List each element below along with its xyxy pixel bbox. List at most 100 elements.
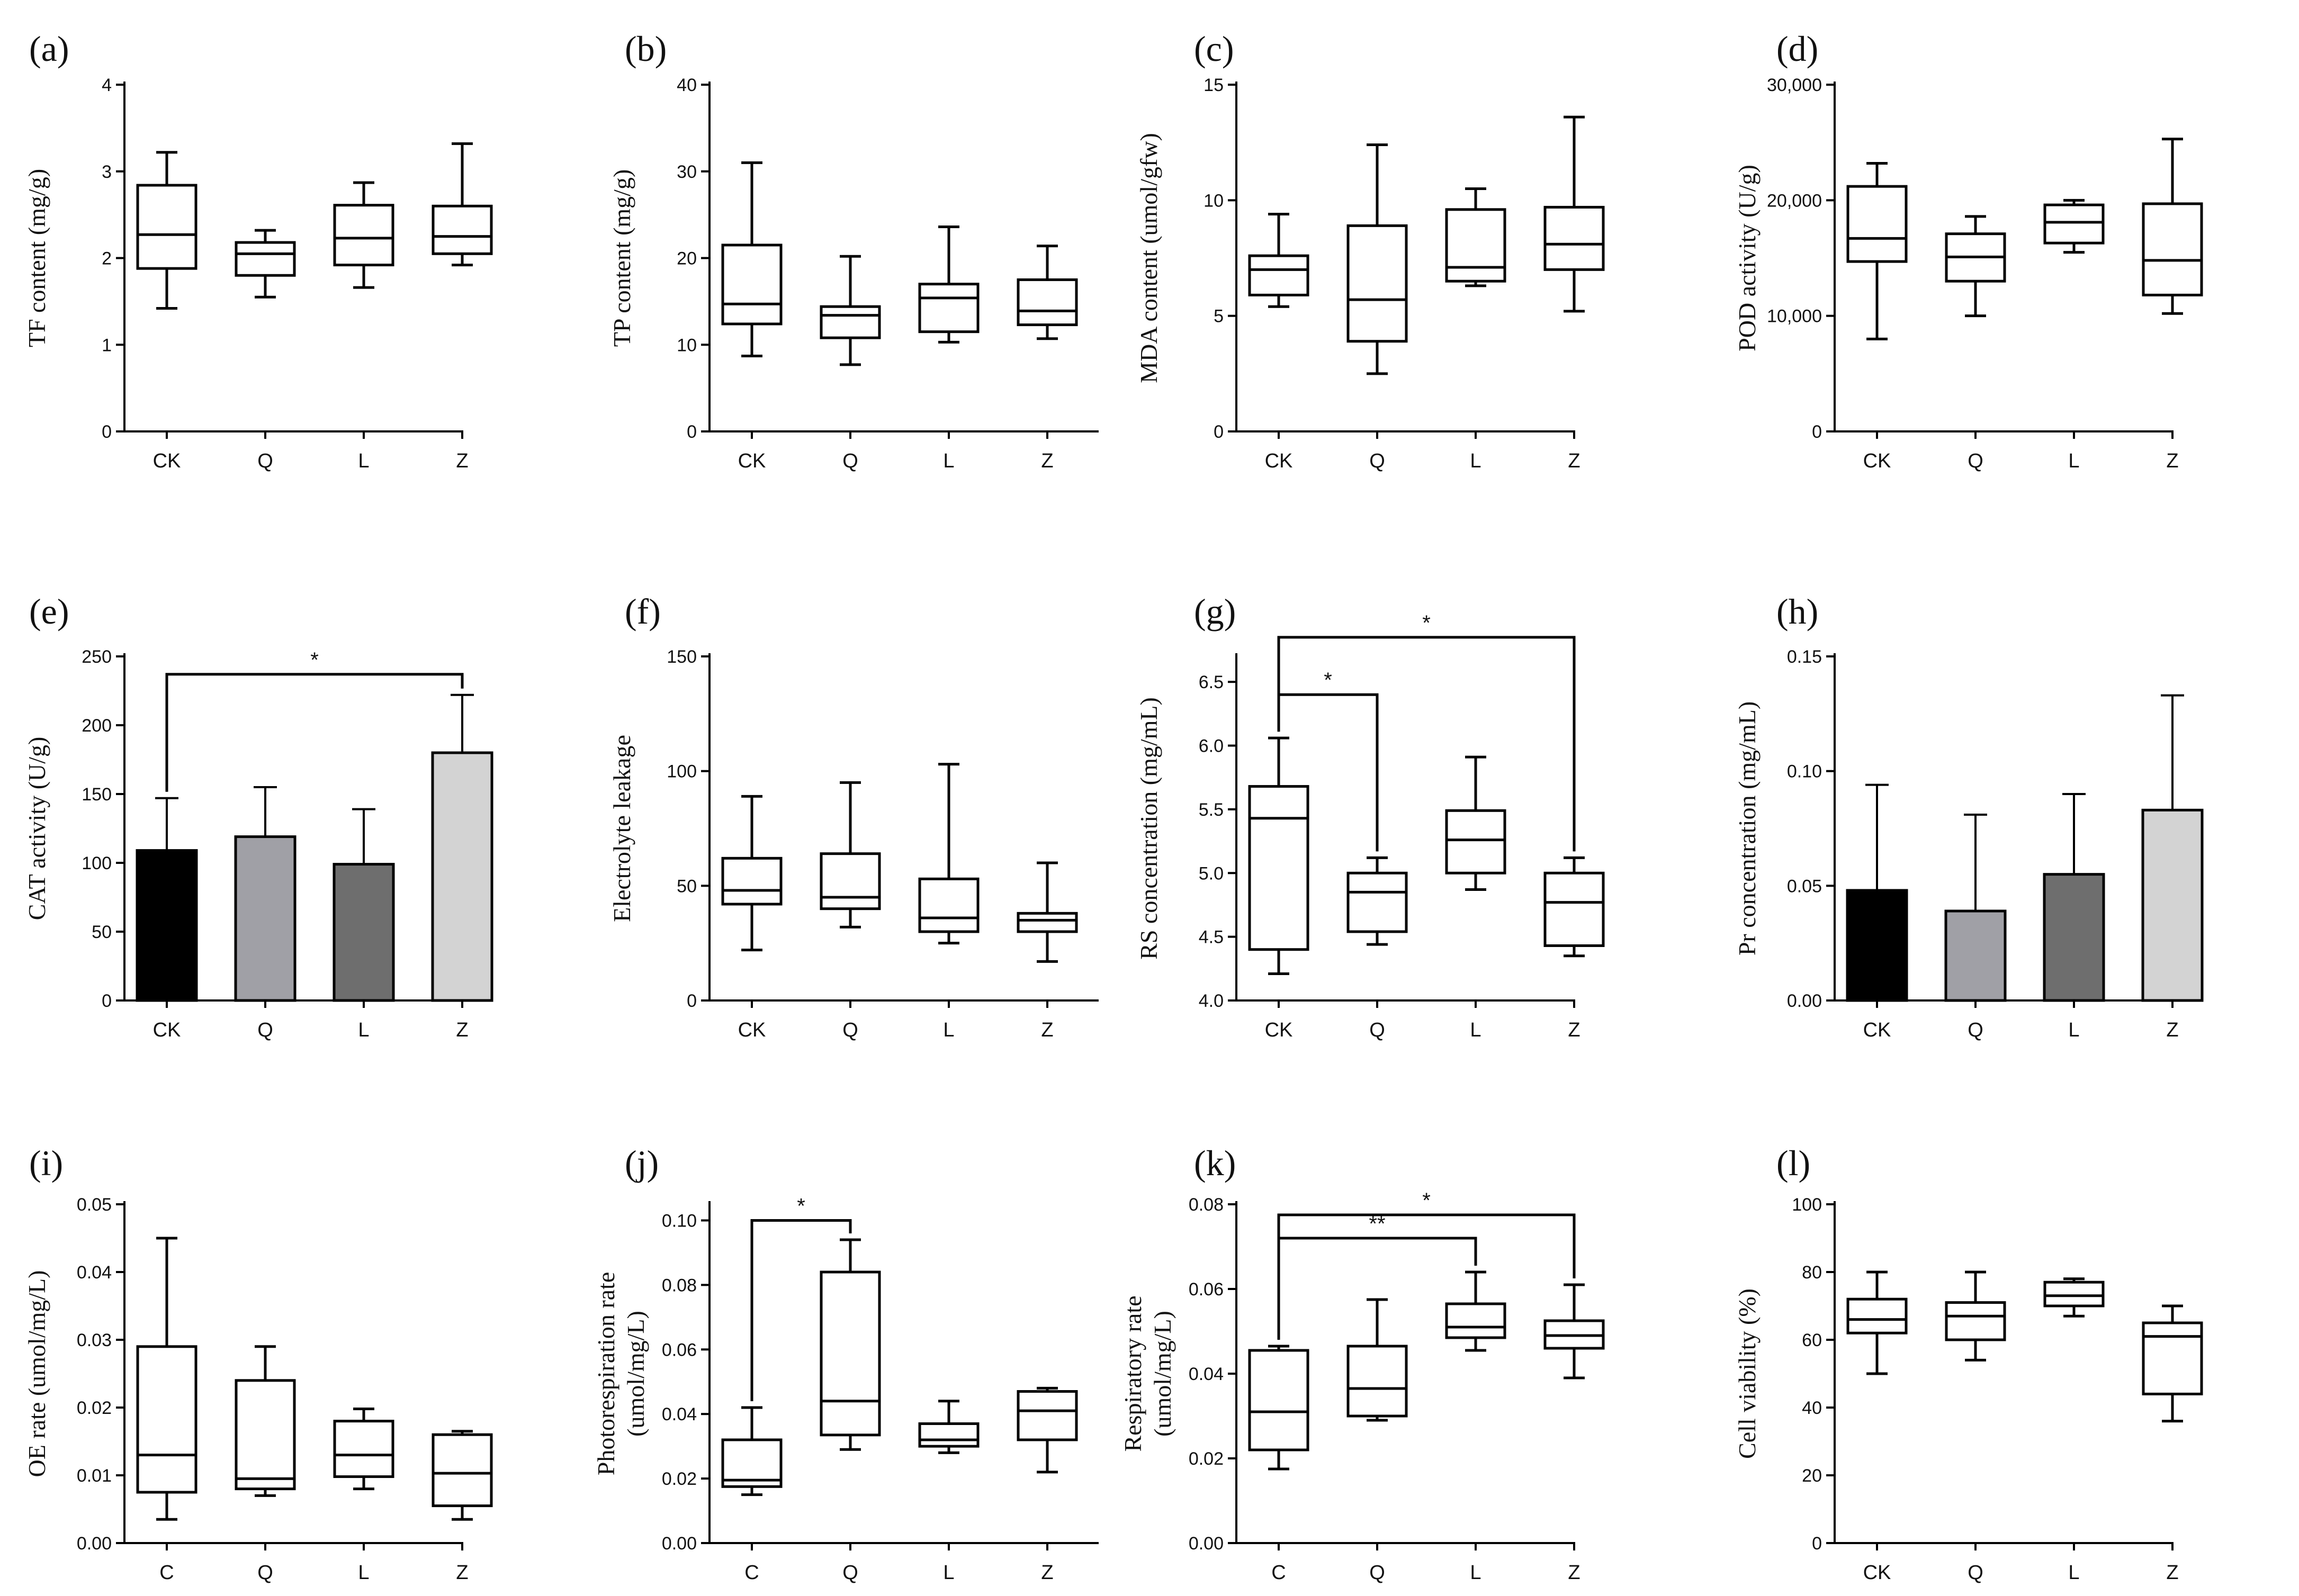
- box-iqr: [2142, 202, 2203, 296]
- bar-CK: [1846, 889, 1908, 1002]
- box-iqr: [1248, 254, 1309, 296]
- y-tick-label: 20: [677, 249, 697, 269]
- box-iqr: [235, 1379, 296, 1491]
- panel-label: (c): [1194, 29, 1234, 69]
- x-tick-label: CK: [738, 1019, 766, 1041]
- x-tick-label: Z: [1041, 1562, 1053, 1584]
- box-iqr: [333, 204, 394, 267]
- y-tick-label: 200: [82, 716, 112, 736]
- panel-label: (k): [1194, 1143, 1236, 1183]
- panel-a: (a) TF content (mg/g) 0 1 2 3 4 CK Q L Z: [23, 29, 493, 472]
- y-tick-label: 0: [102, 991, 112, 1011]
- y-tick-label: 150: [667, 647, 697, 667]
- x-tick-label: Q: [1369, 1562, 1385, 1584]
- box-L: [918, 226, 980, 344]
- box-CK: [1846, 1270, 1908, 1375]
- x-tick-label: C: [744, 1562, 759, 1584]
- y-tick-label: 3: [102, 162, 112, 182]
- box-iqr: [2043, 203, 2105, 245]
- significance-marker: *: [1324, 669, 1332, 692]
- box-iqr: [1445, 1302, 1506, 1339]
- x-tick-label: Z: [2166, 450, 2178, 472]
- box-CK: [136, 151, 197, 310]
- y-tick-label: 0.03: [77, 1330, 112, 1350]
- box-iqr: [1543, 205, 1605, 271]
- y-tick-label: 60: [1802, 1330, 1822, 1350]
- box-iqr: [721, 856, 783, 906]
- box-L: [918, 1400, 980, 1454]
- panel-label: (e): [29, 591, 69, 632]
- x-tick-label: L: [943, 1562, 954, 1584]
- box-iqr: [1543, 871, 1605, 947]
- panel-label: (h): [1776, 591, 1818, 632]
- box-Z: [1017, 861, 1078, 963]
- y-tick-label: 0.00: [77, 1534, 112, 1554]
- box-L: [333, 1408, 394, 1491]
- x-tick-label: CK: [1863, 1019, 1891, 1041]
- panel-l: (l) Cell viability (%) 0 20 40 60 80 100 CK Q L Z: [1734, 1143, 2203, 1584]
- y-axis-label-line: Pr concentration (mg/mL): [1734, 701, 1761, 955]
- box-iqr: [1248, 1349, 1309, 1451]
- box-Z: [1543, 1283, 1605, 1379]
- box-Q: [820, 1238, 881, 1451]
- box-L: [2043, 1277, 2105, 1318]
- box-iqr: [1017, 278, 1078, 327]
- y-axis-label: TP content (mg/g): [608, 169, 635, 347]
- box-Z: [2142, 1304, 2203, 1423]
- y-tick-label: 4.5: [1199, 927, 1224, 948]
- y-tick-label: 6.0: [1199, 736, 1224, 756]
- y-axis-label: Respiratory rate (umol/mg/L): [1119, 1295, 1176, 1451]
- y-tick-label: 0.05: [77, 1195, 112, 1215]
- y-axis-label: POD activity (U/g): [1734, 165, 1761, 351]
- y-tick-label: 40: [1802, 1398, 1822, 1418]
- y-tick-label: 50: [92, 922, 112, 942]
- y-tick-label: 80: [1802, 1263, 1822, 1283]
- box-iqr: [1846, 185, 1908, 263]
- panel-label: (l): [1776, 1143, 1810, 1183]
- box-iqr: [136, 1345, 197, 1494]
- y-axis-label-line: (umol/mg/L): [1149, 1311, 1176, 1437]
- x-tick-label: Q: [1369, 450, 1385, 472]
- box-L: [1445, 755, 1506, 891]
- y-axis-label-line: Electrolyte leakage: [608, 735, 635, 922]
- panel-label: (b): [625, 29, 667, 69]
- y-tick-label: 100: [82, 853, 112, 873]
- y-axis-label-line: (umol/mg/L): [622, 1311, 649, 1437]
- x-tick-label: L: [358, 450, 369, 472]
- x-tick-label: CK: [1265, 450, 1293, 472]
- x-tick-label: Z: [1041, 450, 1053, 472]
- y-axis-label-line: MDA content (umol/gfw): [1135, 133, 1162, 383]
- bar-Z: [2141, 808, 2204, 1002]
- y-tick-label: 1: [102, 335, 112, 355]
- y-tick-label: 0.06: [662, 1340, 697, 1360]
- panel-label: (a): [29, 29, 69, 69]
- panel-label: (d): [1776, 29, 1818, 69]
- x-tick-label: Q: [842, 1562, 858, 1584]
- box-iqr: [721, 1438, 783, 1488]
- y-tick-label: 150: [82, 785, 112, 805]
- x-tick-label: C: [1271, 1562, 1286, 1584]
- box-Q: [235, 1345, 296, 1497]
- y-tick-label: 0.00: [1787, 991, 1822, 1011]
- box-L: [2043, 199, 2105, 254]
- panel-b: (b) TP content (mg/g) 0 10 20 30 40 CK Q L Z: [608, 29, 1099, 472]
- panel-label: (g): [1194, 591, 1236, 632]
- y-tick-label: 0.10: [662, 1211, 697, 1231]
- y-axis-label: OE rate (umol/mg/L): [23, 1270, 50, 1477]
- x-tick-label: L: [358, 1019, 369, 1041]
- box-CK: [1248, 736, 1309, 975]
- x-tick-label: C: [159, 1562, 174, 1584]
- box-L: [1445, 1270, 1506, 1352]
- y-axis-label: RS concentration (mg/mL): [1135, 697, 1162, 960]
- y-tick-label: 10,000: [1767, 306, 1822, 327]
- x-tick-label: Q: [1968, 450, 1983, 472]
- y-tick-label: 40: [677, 75, 697, 95]
- box-iqr: [918, 283, 980, 333]
- x-tick-label: L: [1470, 1019, 1481, 1041]
- x-tick-label: CK: [1265, 1019, 1293, 1041]
- x-tick-label: Z: [456, 450, 468, 472]
- y-axis-label-line: RS concentration (mg/mL): [1135, 697, 1162, 960]
- x-tick-label: Q: [1369, 1019, 1385, 1041]
- x-tick-label: CK: [153, 450, 181, 472]
- box-Z: [1543, 115, 1605, 313]
